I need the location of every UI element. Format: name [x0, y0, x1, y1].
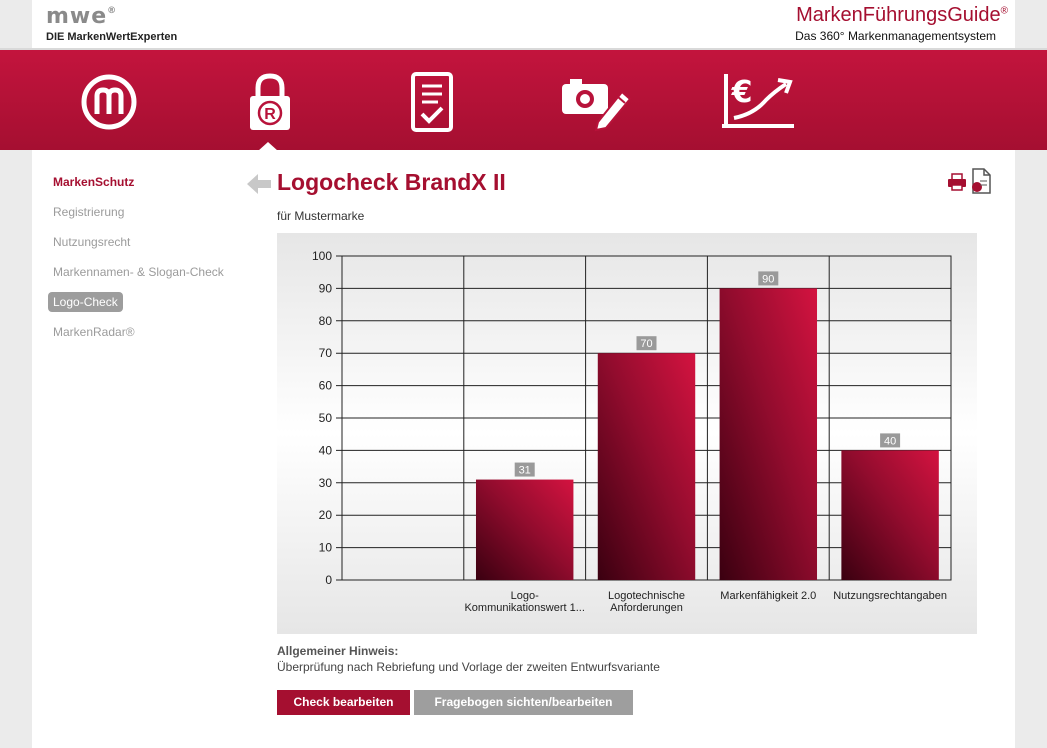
mwe-logo[interactable]: mwe® [46, 4, 117, 29]
y-tick-label: 60 [319, 379, 333, 393]
y-tick-label: 0 [325, 573, 332, 587]
y-tick-label: 50 [319, 411, 333, 425]
x-tick-label: Markenfähigkeit 2.0 [720, 590, 816, 602]
x-tick-label-line: Nutzungsrechtangaben [833, 590, 947, 602]
mwe-logo-mark: ® [107, 6, 118, 16]
svg-text:R: R [264, 106, 276, 123]
hint-title: Allgemeiner Hinweis: [277, 644, 399, 658]
x-tick-label: Nutzungsrechtangaben [833, 590, 947, 602]
hint-text: Überprüfung nach Rebriefung und Vorlage … [277, 660, 660, 674]
y-tick-label: 70 [319, 346, 333, 360]
sidebar-item-label: Logo-Check [48, 292, 123, 312]
bar[interactable] [597, 353, 696, 580]
camera-pencil-icon[interactable] [560, 70, 634, 134]
x-tick-label-line: Logo- [511, 590, 539, 602]
brand-m-icon[interactable] [77, 70, 141, 134]
brand-title: MarkenFührungsGuide® [796, 4, 1008, 27]
data-label: 70 [640, 338, 652, 350]
chart-canvas: 0 10 20 30 40 50 60 70 80 90 100 31 Logo-Kommunikati… [312, 249, 952, 614]
x-tick-label: Logotechnische Anforderungen [608, 590, 685, 614]
bar-chart: 0 10 20 30 40 50 60 70 80 90 100 31 Logo-Kommunikati… [277, 233, 977, 634]
sidebar-item-markenradar[interactable]: MarkenRadar® [46, 320, 246, 350]
header: mwe® DIE MarkenWertExperten MarkenFührun… [32, 0, 1012, 48]
svg-text:€: € [731, 75, 753, 110]
x-tick-label-line: Logotechnische [608, 590, 685, 602]
y-tick-label: 30 [319, 476, 333, 490]
pdf-icon[interactable] [970, 168, 992, 199]
data-label-box [514, 462, 535, 477]
questionnaire-button[interactable]: Fragebogen sichten/bearbeiten [414, 690, 633, 715]
data-label: 31 [519, 465, 531, 477]
sidebar-item-label: Nutzungsrecht [53, 235, 131, 249]
main-nav: R € [0, 48, 1047, 150]
brand-subtitle: Das 360° Markenmanagementsystem [795, 29, 996, 43]
sidebar-item-label: Markennamen- & Slogan-Check [53, 265, 224, 279]
page-title: Logocheck BrandX II [277, 169, 506, 195]
sidebar-item-registrierung[interactable]: Registrierung [46, 200, 246, 230]
back-arrow-icon[interactable] [246, 172, 272, 196]
logo-subtitle: DIE MarkenWertExperten [46, 31, 178, 43]
data-label-box [636, 336, 657, 351]
bar[interactable] [475, 479, 574, 580]
active-nav-pointer [258, 142, 278, 151]
euro-growth-icon[interactable]: € [720, 70, 796, 134]
data-label: 90 [762, 273, 774, 285]
page-subtitle: für Mustermarke [277, 209, 365, 223]
y-tick-label: 80 [319, 314, 333, 328]
data-label: 40 [884, 435, 896, 447]
sidebar-item-nutzungsrecht[interactable]: Nutzungsrecht [46, 230, 246, 260]
y-tick-label: 90 [319, 281, 333, 295]
bar[interactable] [719, 288, 818, 580]
sidebar: MarkenSchutz Registrierung Nutzungsrecht… [46, 170, 246, 350]
x-tick-label-line: Markenfähigkeit 2.0 [720, 590, 816, 602]
brand-title-mark: ® [1000, 5, 1008, 17]
data-label-box [758, 271, 779, 286]
sidebar-item-slogan-check[interactable]: Markennamen- & Slogan-Check [46, 260, 246, 290]
y-tick-label: 100 [312, 249, 332, 263]
data-label-box [880, 433, 901, 448]
x-tick-label-line: Anforderungen [610, 602, 683, 614]
check-edit-button[interactable]: Check bearbeiten [277, 690, 410, 715]
mwe-logo-text: mwe [46, 4, 108, 29]
x-tick-label: Logo-Kommunikationswert 1... [464, 590, 584, 614]
sidebar-item-label: MarkenRadar® [53, 325, 135, 339]
sidebar-heading[interactable]: MarkenSchutz [53, 175, 135, 189]
checklist-tablet-icon[interactable] [400, 70, 464, 134]
y-tick-label: 40 [319, 443, 333, 457]
registered-lock-icon[interactable]: R [238, 70, 302, 134]
print-icon[interactable] [947, 172, 967, 197]
y-tick-label: 20 [319, 508, 333, 522]
x-tick-label-line: Kommunikationswert 1... [464, 602, 584, 614]
sidebar-item-logo-check[interactable]: Logo-Check [46, 290, 246, 320]
bar[interactable] [841, 450, 939, 580]
brand-title-text: MarkenFührungsGuide [796, 4, 1001, 26]
sidebar-item-label: Registrierung [53, 205, 125, 219]
y-tick-label: 10 [319, 541, 333, 555]
